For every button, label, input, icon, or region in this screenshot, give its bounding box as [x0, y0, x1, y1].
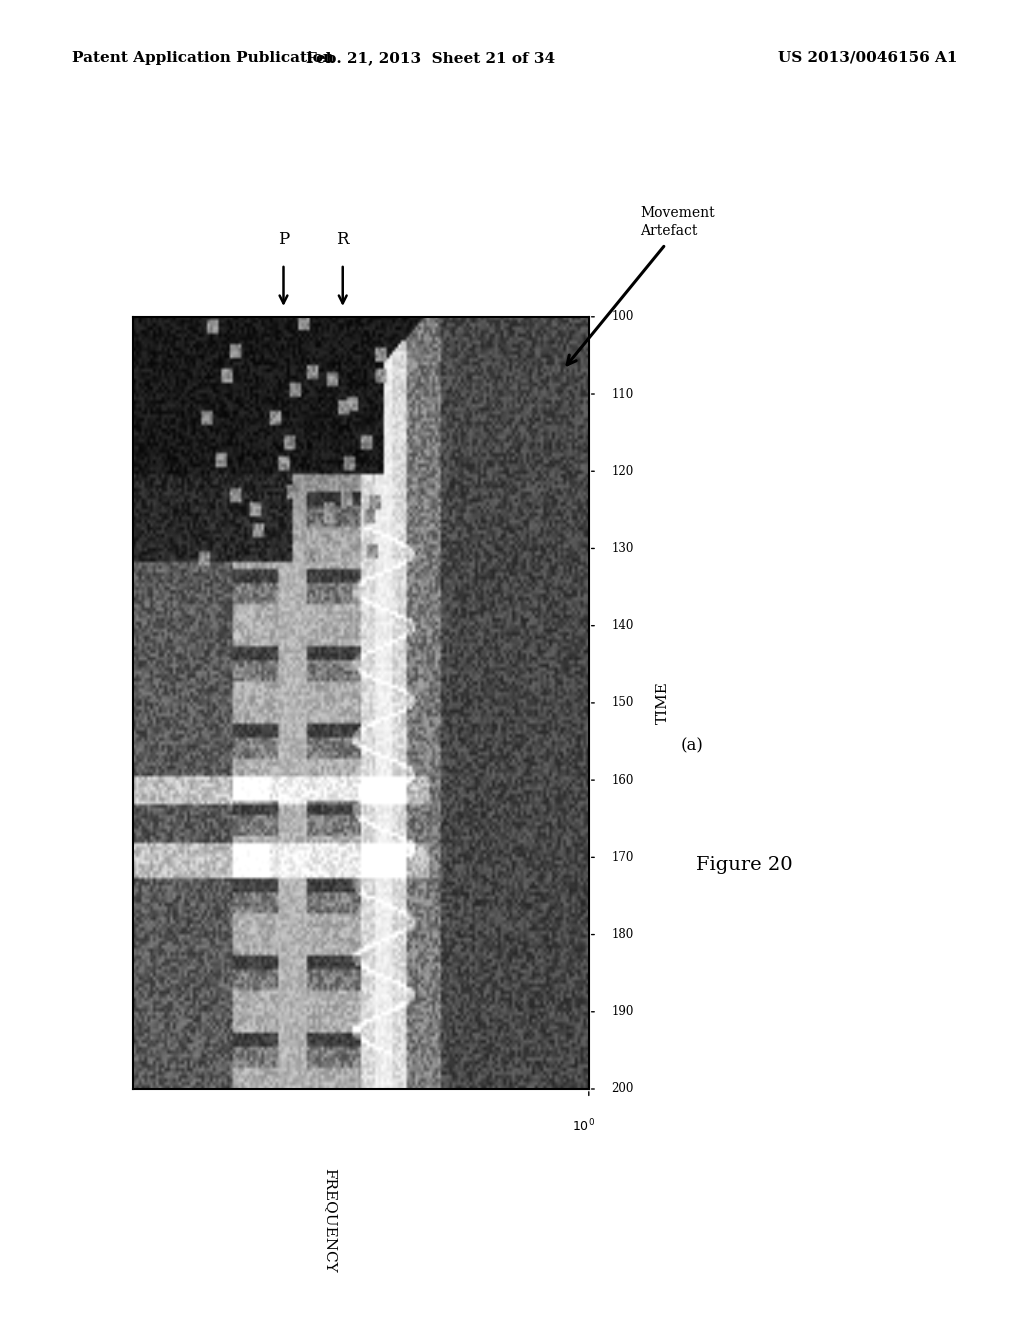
Text: 200: 200 [611, 1082, 634, 1096]
Text: P: P [278, 231, 289, 248]
Text: FREQUENCY: FREQUENCY [324, 1168, 337, 1272]
Text: Patent Application Publication: Patent Application Publication [72, 50, 334, 65]
Text: 160: 160 [611, 774, 634, 787]
Text: 150: 150 [611, 697, 634, 709]
Text: US 2013/0046156 A1: US 2013/0046156 A1 [778, 50, 957, 65]
Text: 140: 140 [611, 619, 634, 632]
Text: 180: 180 [611, 928, 634, 941]
Text: 120: 120 [611, 465, 634, 478]
Text: 110: 110 [611, 388, 634, 400]
Text: 170: 170 [611, 851, 634, 863]
Text: Movement
Artefact: Movement Artefact [640, 206, 715, 238]
Text: 130: 130 [611, 543, 634, 554]
Text: $10^0$: $10^0$ [572, 1118, 595, 1135]
Text: R: R [337, 231, 349, 248]
Text: 100: 100 [611, 310, 634, 323]
Text: TIME: TIME [655, 681, 670, 725]
Text: 190: 190 [611, 1006, 634, 1018]
Text: Feb. 21, 2013  Sheet 21 of 34: Feb. 21, 2013 Sheet 21 of 34 [305, 50, 555, 65]
Text: Figure 20: Figure 20 [696, 855, 793, 874]
Text: (a): (a) [681, 738, 703, 754]
